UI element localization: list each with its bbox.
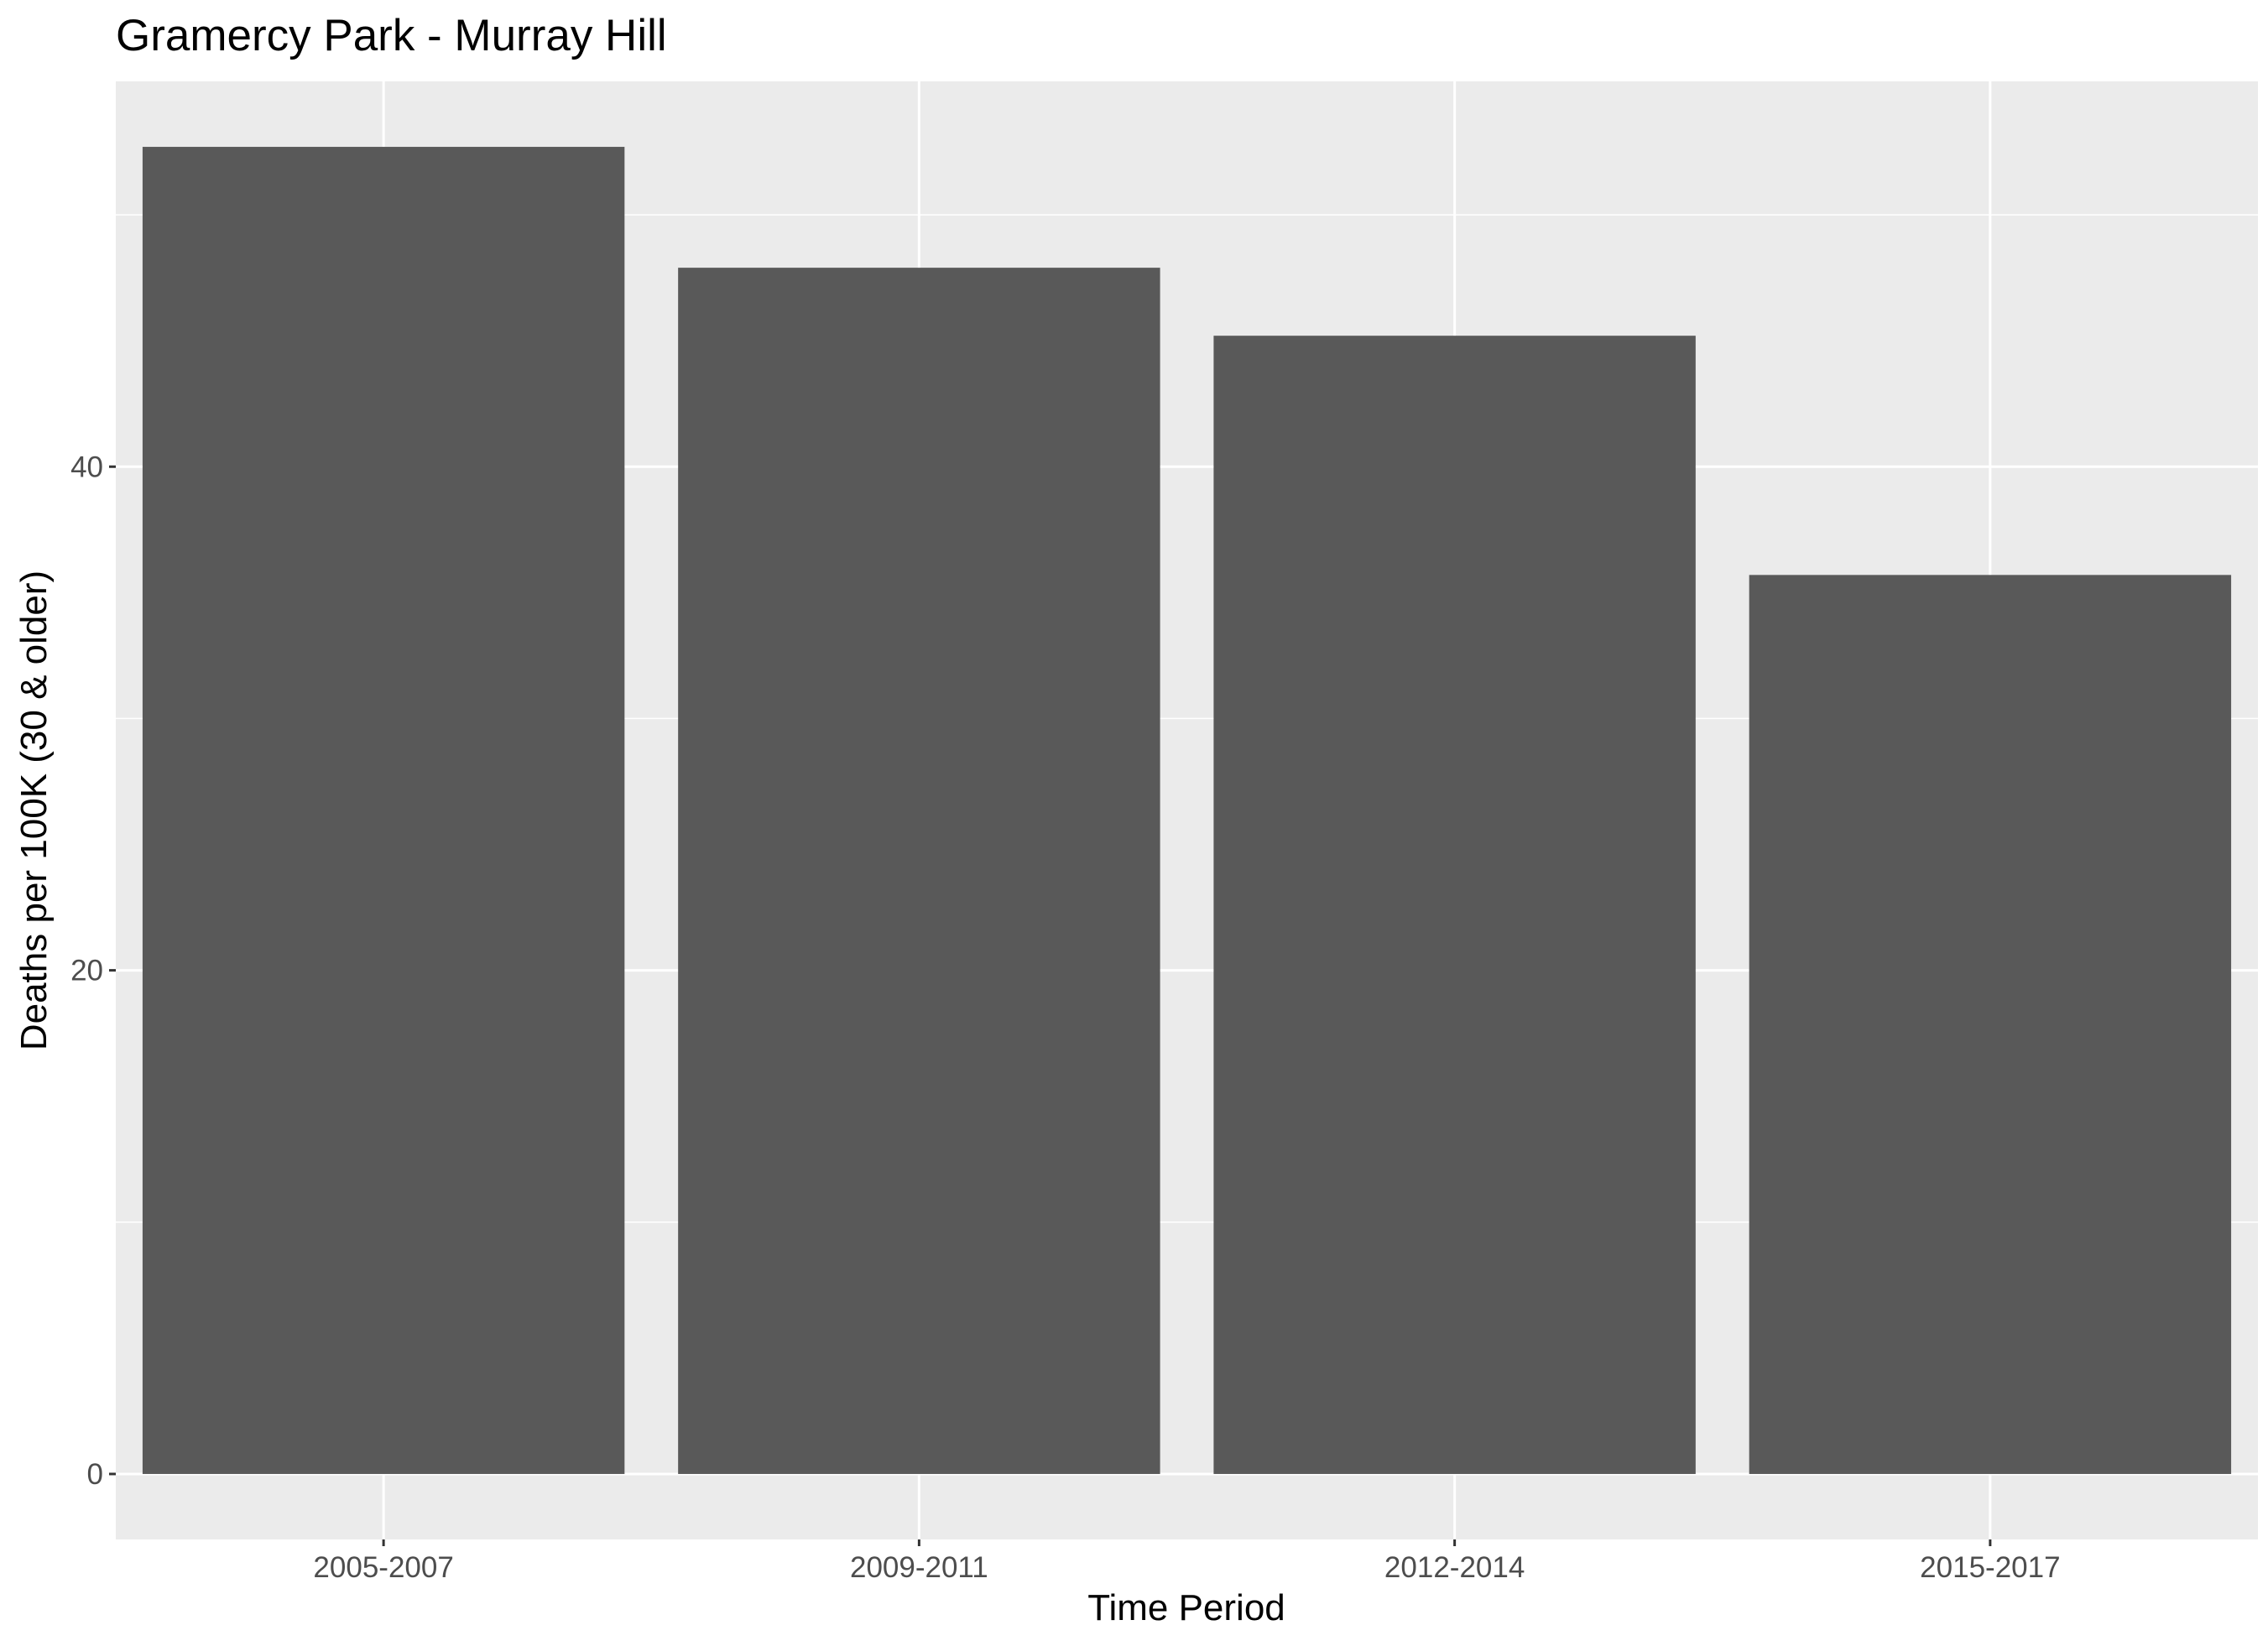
y-axis-title: Deaths per 100K (30 & older) [13, 570, 55, 1050]
chart-title: Gramercy Park - Murray Hill [116, 11, 667, 60]
bar [678, 268, 1160, 1474]
y-tick-label: 20 [70, 955, 103, 987]
y-tick-label: 40 [70, 451, 103, 483]
x-tick-label: 2009-2011 [850, 1551, 988, 1584]
bar [142, 147, 625, 1474]
x-tick-label: 2012-2014 [1384, 1551, 1525, 1584]
bar [1213, 336, 1696, 1474]
x-axis: 2005-2007 2009-2011 2012-2014 2015-2017 [313, 1539, 2061, 1584]
bar [1749, 575, 2232, 1474]
bars [142, 147, 2232, 1474]
x-axis-title: Time Period [1087, 1587, 1285, 1628]
x-tick-label: 2015-2017 [1920, 1551, 2060, 1584]
x-tick-label: 2005-2007 [313, 1551, 453, 1584]
y-axis: 0 20 40 [70, 451, 116, 1491]
y-tick-label: 0 [87, 1458, 103, 1491]
